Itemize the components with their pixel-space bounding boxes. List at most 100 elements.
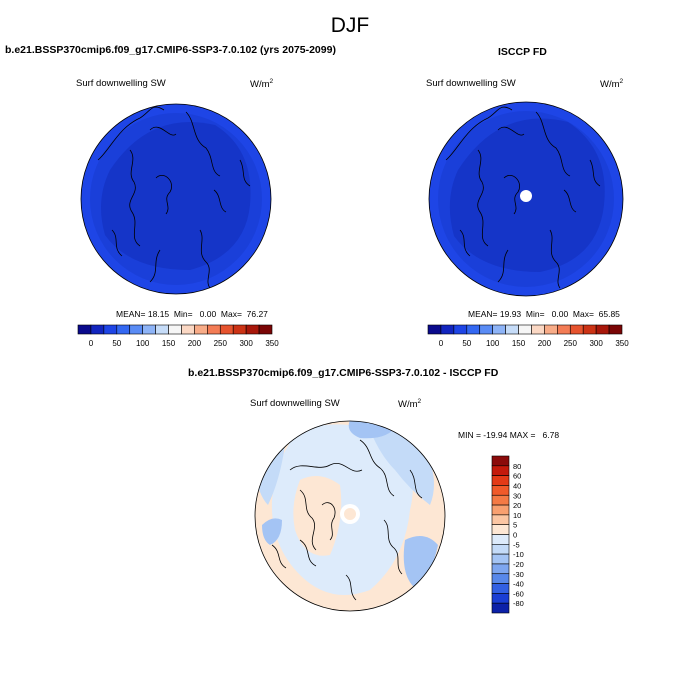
panel-2-colorbar-swatch [569, 324, 584, 335]
panel-3-colorbar-swatch [491, 465, 510, 476]
panel-1-colorbar-tick-label: 100 [136, 339, 150, 348]
panel-2-colorbar-tick-label: 300 [589, 339, 603, 348]
panel-3-colorbar-swatch [491, 455, 510, 467]
panel-3-fields [255, 421, 438, 595]
panel-3-units: W/m2 [398, 398, 422, 411]
panel-1-colorbar-tick-label: 200 [188, 339, 202, 348]
panel-2-colorbar-swatch [595, 324, 610, 335]
panel-1-title: b.e21.BSSP370cmip6.f09_g17.CMIP6-SSP3-7.… [5, 44, 336, 56]
panel-1-colorbar-tick-label: 150 [162, 339, 176, 348]
panel-3-colorbar-swatch [491, 485, 510, 496]
panel-1-inner-field [101, 122, 251, 270]
panel-3-boundary [254, 420, 446, 612]
panel-2-colorbar-tick-label: 200 [538, 339, 552, 348]
panel-3-colorbar-swatch [491, 475, 510, 486]
panel-3-colorbar-tick-label: 40 [513, 481, 521, 490]
panel-3-colorbar-tick-label: 0 [513, 531, 517, 540]
panel-3-colorbar-tick-label: -40 [513, 580, 524, 589]
panel-2-colorbar-swatch [557, 324, 571, 335]
panel-3-colorbar-tick-label: 20 [513, 501, 521, 510]
panel-1-colorbar-tick-label: 300 [239, 339, 253, 348]
panel-1-colorbar-swatch [168, 324, 182, 335]
panel-3-colorbar-swatch [491, 504, 510, 516]
panel-2-colorbar-tick-label: 250 [564, 339, 578, 348]
panel-1-coastlines [97, 106, 251, 289]
panel-2-colorbar-tick-label: 350 [615, 339, 629, 348]
panel-2-colorbar-swatch [608, 324, 623, 335]
panel-1-colorbar-swatch [232, 324, 247, 335]
panel-1-colorbar-swatch [129, 324, 143, 335]
panel-1-colorbar-swatch [142, 324, 156, 335]
panel-2-units: W/m2 [600, 78, 624, 91]
panel-1-colorbar-swatch [90, 324, 105, 335]
panel-1-colorbar-swatch [194, 324, 208, 335]
panel-1-map [80, 103, 272, 295]
panel-2-map [428, 101, 624, 297]
panel-3-colorbar-swatch [491, 593, 510, 604]
panel-2-variable: Surf downwelling SW [426, 78, 516, 89]
panel-1-colorbar-tick-label: 50 [112, 339, 121, 348]
panel-2-colorbar-swatch [479, 324, 493, 335]
panel-2-stats: MEAN= 19.93 Min= 0.00 Max= 65.85 [468, 309, 620, 319]
panel-2-colorbar-swatch [531, 324, 545, 335]
panel-2-colorbar-swatch [427, 324, 442, 335]
panel-2-colorbar-swatch [518, 324, 532, 335]
panel-2-colorbar-tick-label: 50 [462, 339, 471, 348]
panel-3-colorbar-swatch [491, 573, 510, 584]
panel-3-colorbar-swatch [491, 602, 510, 614]
panel-1-colorbar-swatch [258, 324, 273, 335]
panel-3-colorbar-swatch [491, 583, 510, 594]
panel-3-colorbar-swatch [491, 524, 510, 535]
panel-2-boundary [428, 101, 624, 297]
panel-1-colorbar-swatch [219, 324, 234, 335]
panel-3-colorbar-tick-label: 10 [513, 511, 521, 520]
panel-2-colorbar-tick-label: 0 [439, 339, 444, 348]
panel-1-colorbar-tick-label: 0 [89, 339, 94, 348]
panel-3-colorbar-tick-label: -30 [513, 570, 524, 579]
panel-1-colorbar-swatch [207, 324, 221, 335]
panel-3-colorbar-swatch [491, 544, 510, 555]
panel-1-colorbar-swatch [155, 324, 169, 335]
panel-2-title: ISCCP FD [498, 46, 547, 58]
panel-3-colorbar-swatch [491, 514, 510, 525]
panel-3-colorbar-tick-label: -5 [513, 540, 520, 549]
panel-3-colorbar-tick-label: -80 [513, 599, 524, 608]
panel-3-colorbar-swatch [491, 534, 510, 545]
panel-2-colorbar-swatch [466, 324, 481, 335]
panel-3-field-east-blue [403, 536, 438, 588]
panel-2-colorbar-tick-label: 100 [486, 339, 500, 348]
panel-1-boundary [80, 103, 272, 295]
panel-2-colorbar-swatch [492, 324, 506, 335]
panel-3-colorbar-tick-label: 60 [513, 472, 521, 481]
panel-1-colorbar: 0 50 100 150 200 250 300 350 [77, 324, 279, 348]
panel-3-colorbar-tick-label: -20 [513, 560, 524, 569]
panel-2-colorbar-swatch [582, 324, 597, 335]
panel-1-colorbar-swatch [103, 324, 118, 335]
panel-1-colorbar-swatch [77, 324, 92, 335]
panel-1-colorbar-swatch [245, 324, 260, 335]
panel-3-colorbar-tick-label: 80 [513, 462, 521, 471]
panel-2-colorbar-swatch [453, 324, 468, 335]
figure-title: DJF [330, 14, 370, 37]
panel-3-variable: Surf downwelling SW [250, 398, 340, 409]
panel-2-colorbar-swatch [544, 324, 558, 335]
panel-2-polar-gap [520, 190, 532, 202]
panel-2-colorbar-swatch [440, 324, 455, 335]
panel-2-colorbar: 0 50 100 150 200 250 300 350 [427, 324, 629, 348]
panel-2-coastlines [445, 106, 601, 289]
panel-1-variable: Surf downwelling SW [76, 78, 166, 89]
panel-3-stats: MIN = -19.94 MAX = 6.78 [458, 430, 560, 440]
panel-3-field-sw-blue [262, 518, 282, 545]
panel-1-colorbar-tick-label: 350 [265, 339, 279, 348]
panel-3-colorbar-tick-label: -10 [513, 550, 524, 559]
panel-3-colorbar-swatch [491, 494, 510, 506]
panel-3-map [254, 420, 446, 612]
panel-3-title: b.e21.BSSP370cmip6.f09_g17.CMIP6-SSP3-7.… [188, 367, 499, 379]
panel-1-colorbar-swatch [181, 324, 195, 335]
panel-2-colorbar-tick-label: 150 [512, 339, 526, 348]
panel-3-colorbar-tick-label: 30 [513, 491, 521, 500]
panel-3-colorbar-tick-label: 5 [513, 521, 517, 530]
panel-1-units: W/m2 [250, 78, 274, 91]
